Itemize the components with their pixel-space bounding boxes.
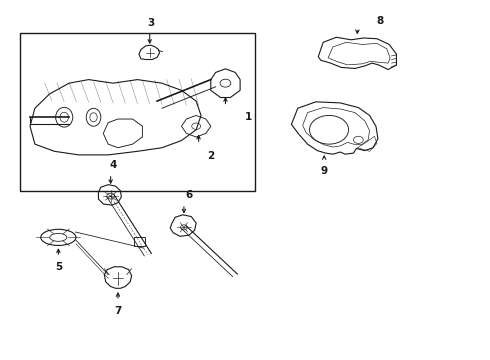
Text: 6: 6	[185, 190, 193, 201]
Text: 2: 2	[207, 150, 215, 161]
Text: 8: 8	[377, 16, 384, 26]
Text: 9: 9	[320, 166, 328, 176]
Text: 4: 4	[109, 160, 117, 170]
Text: 3: 3	[147, 18, 155, 28]
Text: 7: 7	[114, 306, 122, 315]
Bar	[20, 33, 255, 191]
Text: 5: 5	[55, 262, 62, 272]
Text: 1: 1	[245, 112, 252, 122]
